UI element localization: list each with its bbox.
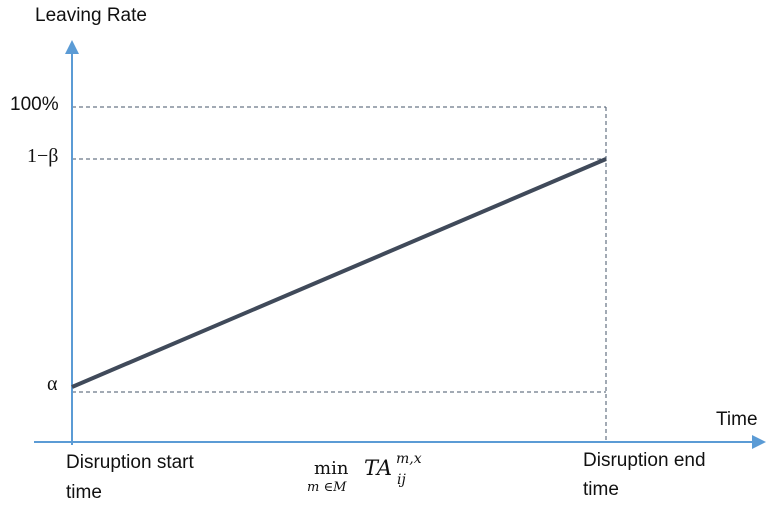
y-tick-label-alpha: α (47, 373, 58, 395)
x-axis-arrowhead (752, 435, 766, 449)
y-tick-label-100: 100% (10, 94, 59, 115)
min-ta-formula: min m ∈M TA m,x ij (305, 451, 435, 500)
x-tick-label-end-line1: Disruption end (583, 450, 706, 471)
leaving-rate-line (71, 157, 607, 389)
x-tick-label-end-line2: time (583, 479, 619, 500)
formula-min-operator: min (314, 458, 349, 479)
x-axis-title: Time (716, 409, 758, 430)
formula-superscript: m,x (396, 451, 422, 467)
x-tick-label-start-line2: time (66, 482, 102, 503)
formula-term: TA (364, 456, 393, 480)
y-axis-arrowhead (65, 40, 79, 54)
formula-min-subscript: m ∈M (307, 480, 347, 495)
formula-subscript: ij (397, 472, 406, 488)
y-axis-title: Leaving Rate (35, 5, 147, 26)
y-tick-label-1-beta: 1−β (27, 145, 59, 167)
x-tick-label-start-line1: Disruption start (66, 452, 194, 473)
